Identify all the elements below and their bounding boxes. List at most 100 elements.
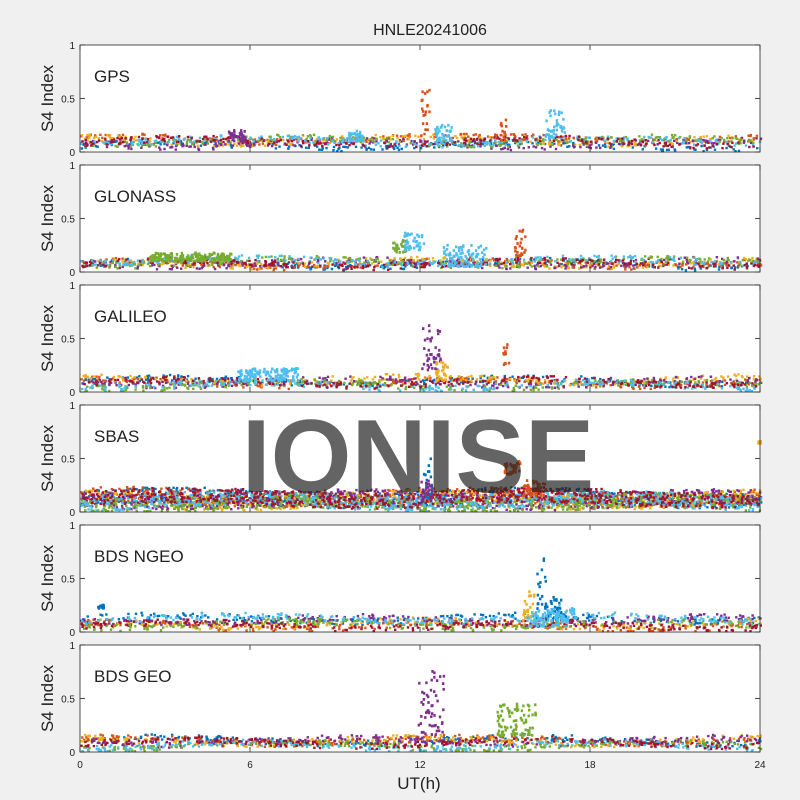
- data-point: [653, 138, 657, 142]
- data-point: [367, 146, 371, 150]
- data-point: [573, 381, 576, 384]
- data-point: [218, 142, 221, 145]
- data-point: [435, 133, 438, 136]
- data-point: [354, 145, 358, 148]
- data-point: [610, 267, 613, 270]
- data-point: [168, 255, 171, 259]
- data-point: [134, 385, 137, 388]
- data-point: [346, 146, 349, 149]
- data-point: [479, 263, 483, 267]
- data-point: [408, 260, 411, 263]
- data-point: [312, 141, 315, 144]
- data-point: [423, 382, 426, 386]
- data-point: [91, 142, 94, 145]
- data-point: [422, 114, 425, 117]
- data-point: [282, 381, 286, 384]
- data-point: [385, 139, 388, 142]
- data-point: [422, 138, 426, 141]
- data-point: [281, 259, 285, 262]
- data-point: [703, 258, 706, 261]
- data-point: [444, 264, 448, 268]
- data-point: [448, 377, 452, 380]
- data-point: [745, 265, 749, 268]
- data-point: [630, 258, 633, 262]
- data-point: [175, 259, 178, 262]
- data-point: [298, 379, 301, 382]
- data-point: [556, 258, 559, 261]
- data-point: [651, 263, 655, 266]
- data-point: [709, 140, 712, 143]
- data-point: [178, 142, 181, 145]
- data-point: [479, 142, 482, 145]
- data-point: [383, 141, 386, 145]
- data-point: [580, 266, 583, 269]
- data-point: [167, 138, 171, 142]
- data-point: [400, 260, 403, 264]
- data-point: [366, 376, 369, 379]
- data-point: [337, 265, 340, 269]
- data-point: [543, 263, 546, 266]
- data-point: [404, 247, 407, 251]
- data-point: [626, 262, 629, 265]
- data-point: [236, 257, 240, 261]
- data-point: [307, 382, 310, 385]
- data-point: [404, 134, 407, 138]
- data-point: [413, 236, 416, 240]
- data-point: [462, 262, 465, 265]
- data-point: [189, 139, 193, 142]
- data-point: [727, 375, 730, 378]
- data-point: [538, 139, 542, 143]
- data-point: [478, 136, 482, 139]
- data-point: [629, 262, 632, 266]
- data-point: [374, 264, 377, 268]
- data-point: [420, 144, 424, 147]
- data-point: [726, 256, 729, 260]
- data-point: [562, 379, 566, 382]
- data-point: [97, 259, 100, 263]
- data-point: [705, 148, 709, 152]
- data-point: [272, 268, 275, 272]
- data-point: [231, 133, 234, 136]
- data-point: [750, 139, 754, 142]
- data-point: [517, 146, 521, 149]
- data-point: [434, 383, 438, 386]
- data-point: [154, 253, 157, 257]
- data-point: [436, 131, 439, 135]
- data-point: [611, 143, 615, 147]
- data-point: [105, 145, 109, 149]
- data-point: [664, 136, 667, 140]
- data-point: [201, 259, 204, 263]
- data-point: [501, 129, 504, 133]
- data-point: [395, 243, 399, 247]
- data-point: [677, 267, 680, 270]
- data-point: [483, 253, 486, 257]
- data-point: [751, 261, 755, 265]
- data-point: [661, 150, 664, 153]
- data-point: [442, 139, 445, 143]
- data-point: [93, 142, 96, 145]
- data-point: [557, 113, 561, 117]
- data-point: [190, 257, 193, 260]
- data-point: [525, 140, 528, 143]
- data-point: [736, 137, 739, 140]
- data-point: [575, 378, 578, 381]
- data-point: [88, 264, 92, 267]
- data-point: [333, 264, 337, 267]
- data-point: [367, 261, 371, 264]
- data-point: [315, 137, 319, 141]
- data-point: [272, 141, 275, 144]
- data-point: [88, 136, 91, 140]
- data-point: [231, 144, 235, 147]
- data-point: [264, 383, 268, 386]
- data-point: [110, 142, 113, 146]
- data-point: [494, 258, 497, 261]
- data-point: [91, 378, 95, 381]
- data-point: [284, 259, 287, 262]
- data-point: [237, 255, 241, 258]
- data-point: [163, 388, 166, 392]
- data-point: [379, 375, 382, 379]
- data-point: [731, 141, 734, 144]
- data-point: [741, 264, 745, 267]
- data-point: [368, 142, 371, 145]
- data-point: [498, 266, 501, 269]
